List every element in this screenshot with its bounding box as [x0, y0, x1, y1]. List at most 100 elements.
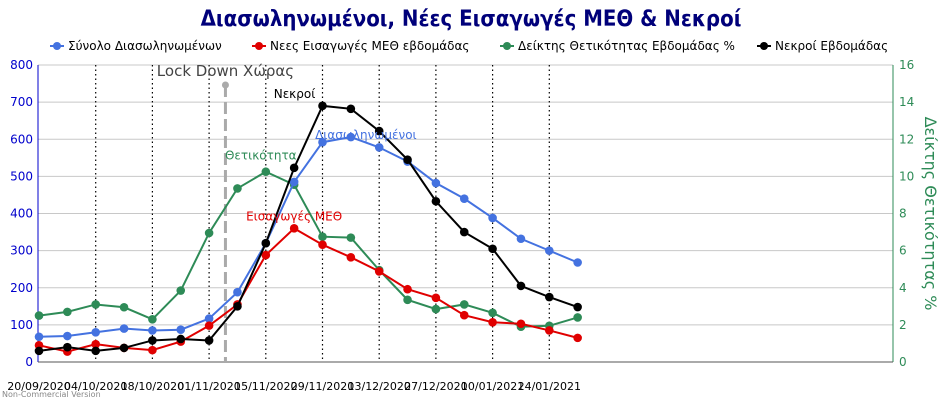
left-tick-label: 100 — [10, 318, 33, 332]
left-tick-label: 500 — [10, 169, 33, 183]
data-point — [148, 345, 157, 355]
data-point — [63, 331, 72, 341]
left-tick-label: 700 — [10, 95, 33, 109]
right-tick-label: 2 — [899, 318, 907, 332]
series-line — [38, 227, 578, 353]
series-line — [38, 104, 578, 352]
data-point — [318, 137, 327, 147]
data-point — [148, 315, 157, 324]
right-tick-label: 16 — [899, 58, 914, 72]
data-point — [204, 314, 214, 323]
data-point — [516, 234, 526, 244]
legend-label: Νεες Εισαγωγές ΜΕΘ εβδομάδας — [270, 39, 469, 53]
data-point — [261, 250, 271, 260]
data-point — [176, 286, 186, 295]
data-point — [289, 177, 299, 187]
data-point — [459, 194, 469, 203]
data-point — [204, 321, 214, 330]
data-point — [431, 304, 441, 314]
data-point — [119, 324, 129, 333]
lockdown-dot — [221, 81, 229, 89]
data-point — [459, 310, 469, 320]
series-layer — [34, 101, 582, 356]
left-tick-label: 600 — [10, 132, 33, 146]
left-tick-label: 0 — [25, 355, 33, 369]
chart-annotation: Διασωληνωμένοι — [315, 128, 417, 142]
data-point — [204, 336, 214, 345]
series-line — [38, 135, 579, 338]
right-axis-title: Δείκτης Θετικότητας % — [921, 117, 940, 311]
data-point — [204, 228, 214, 238]
data-point — [573, 313, 582, 322]
data-point — [34, 332, 44, 342]
x-tick-label: 27/12/2020 — [404, 380, 467, 393]
data-point — [403, 284, 412, 294]
chart-annotation: Νεκροί — [274, 87, 316, 101]
data-point — [233, 287, 242, 297]
data-point — [34, 311, 44, 320]
data-point — [233, 302, 242, 311]
data-point — [374, 126, 384, 136]
data-point — [488, 213, 497, 223]
data-point — [119, 343, 129, 353]
data-point — [545, 246, 554, 255]
legend-swatch-dot — [503, 42, 511, 50]
annotations: Lock Down Χώρας Νεκροί Διασωληνωμένοι Θετικ… — [157, 62, 417, 223]
x-tick-label: 24/01/2021 — [518, 380, 581, 393]
left-tick-label: 200 — [10, 281, 33, 295]
data-point — [346, 233, 356, 242]
data-point — [431, 196, 441, 206]
left-tick-label: 800 — [10, 58, 33, 72]
data-point — [289, 163, 299, 173]
legend-swatch-dot — [53, 42, 61, 50]
data-point — [545, 292, 554, 302]
data-point — [403, 155, 412, 164]
chart-annotation: Θετικότητα — [225, 149, 297, 163]
x-tick-label: 13/12/2020 — [347, 380, 410, 393]
data-point — [119, 302, 129, 312]
chart-title: Διασωληνωμένοι, Νέες Εισαγωγές ΜΕΘ & Νεκ… — [201, 7, 742, 32]
data-point — [261, 238, 271, 248]
data-point — [374, 267, 384, 276]
data-point — [318, 232, 327, 242]
data-point — [346, 253, 356, 262]
right-tick-label: 8 — [899, 207, 907, 221]
data-point — [91, 328, 100, 337]
x-tick-label: 20/09/2020 — [7, 380, 70, 393]
lockdown-marker — [221, 81, 229, 362]
right-tick-label: 4 — [899, 281, 907, 295]
data-point — [516, 281, 526, 291]
x-tick-label: 01/11/2020 — [177, 380, 240, 393]
legend-swatch-dot — [255, 42, 263, 50]
right-tick-label: 6 — [899, 244, 907, 258]
data-point — [488, 308, 497, 318]
data-point — [176, 325, 186, 335]
x-tick-label: 29/11/2020 — [291, 380, 354, 393]
data-point — [148, 336, 157, 345]
data-point — [148, 326, 157, 335]
data-point — [573, 333, 582, 343]
data-point — [318, 101, 327, 111]
grid — [38, 64, 893, 363]
chart-annotation: Lock Down Χώρας — [157, 62, 294, 80]
data-point — [289, 224, 299, 233]
data-point — [176, 334, 186, 344]
right-tick-label: 10 — [899, 169, 914, 183]
data-point — [91, 346, 100, 356]
data-point — [403, 295, 412, 305]
watermark: Non-Commercial Version — [2, 390, 101, 399]
legend-swatch-dot — [760, 42, 768, 50]
data-point — [545, 326, 554, 335]
left-tick-label: 300 — [10, 244, 33, 258]
chart-annotation: Εισαγωγές ΜΕΘ — [246, 209, 342, 223]
legend-label: Νεκροί Εβδομάδας — [775, 39, 888, 53]
data-point — [63, 342, 72, 352]
data-point — [261, 167, 271, 177]
left-tick-label: 400 — [10, 207, 33, 221]
data-point — [459, 227, 469, 237]
x-tick-label: 10/01/2021 — [461, 380, 524, 393]
data-point — [91, 339, 100, 349]
data-point — [488, 244, 497, 254]
series-line — [38, 170, 578, 328]
